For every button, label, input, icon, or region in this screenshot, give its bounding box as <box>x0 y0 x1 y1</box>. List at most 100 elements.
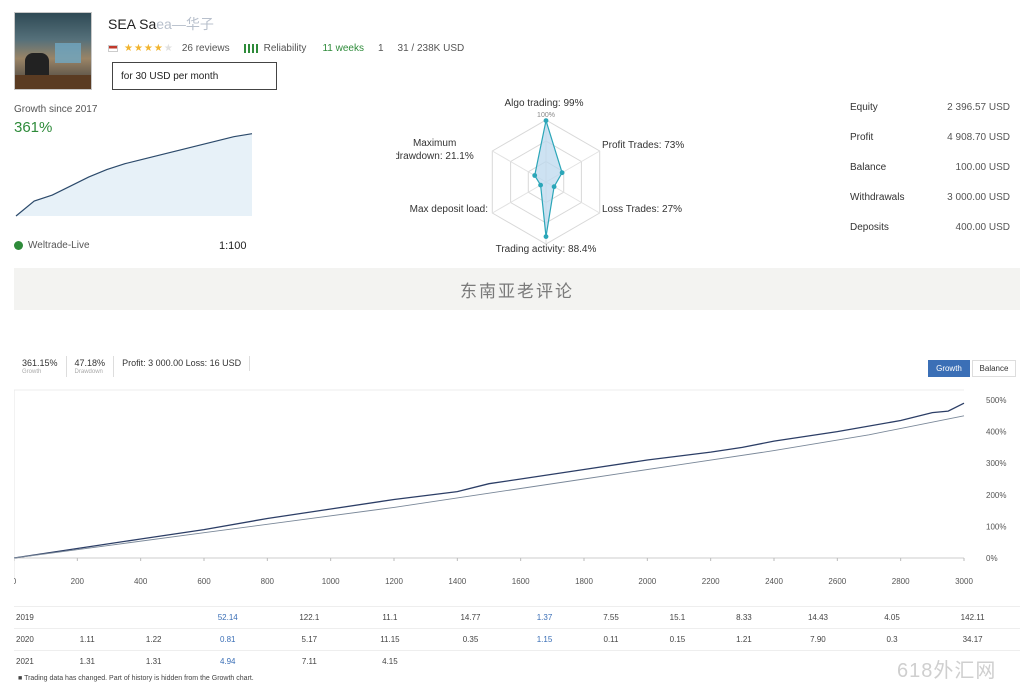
radar-label-drawdown-line1: Maximum <box>413 138 456 149</box>
subscribe-label: for 30 USD per month <box>121 70 219 82</box>
y-tick-label: 100% <box>986 522 1006 531</box>
country-flag-icon <box>108 44 118 52</box>
radar-point-max_deposit <box>538 182 543 188</box>
month-cell <box>710 650 778 673</box>
signal-title-text: SEA Sa <box>108 16 157 32</box>
radar-chart: Algo trading: 99% 100% Profit Trades: 73… <box>396 98 684 255</box>
month-cell: 4.15 <box>350 650 430 673</box>
growth-tab-button[interactable]: Growth <box>928 360 970 377</box>
month-cell: 0.35 <box>429 628 512 651</box>
radar-point-drawdown <box>532 173 538 178</box>
y-tick-label: 400% <box>986 428 1006 437</box>
month-cell <box>925 650 1020 673</box>
broker-name: Weltrade-Live <box>28 240 90 251</box>
month-cell: 7.55 <box>577 606 645 629</box>
monthly-returns-table: 2019 52.14 122.1 11.1 14.77 1.37 7.55 15.1 8.33 1… <box>14 606 1020 673</box>
reliability-label: Reliability <box>263 42 307 54</box>
trades-volume: 31 / 238K USD <box>397 42 465 54</box>
x-tick-label: 1200 <box>385 577 403 586</box>
month-cell: 7.11 <box>268 650 351 673</box>
footnote-text: Trading data has changed. Part of histor… <box>24 675 254 682</box>
stat-row: Withdrawals 3 000.00 USD <box>850 192 1010 222</box>
month-cell: 15.1 <box>644 606 711 629</box>
month-cell <box>644 650 711 673</box>
chart-summary-item: 47.18% Drawdown <box>67 356 115 377</box>
table-row: 2019 52.14 122.1 11.1 14.77 1.37 7.55 15.1 8.33 1… <box>14 606 1020 629</box>
month-cell: 0.11 <box>577 628 645 651</box>
x-tick-label: 600 <box>197 577 211 586</box>
month-cell: 8.33 <box>710 606 778 629</box>
subscribe-button[interactable]: for 30 USD per month <box>112 62 277 90</box>
y-tick-label: 0% <box>986 554 998 563</box>
chart-summary-item: Profit: 3 000.00 Loss: 16 USD <box>114 356 251 371</box>
broker-info[interactable]: Weltrade-Live <box>14 240 90 251</box>
radar-label-algo: Algo trading: 99% <box>505 98 584 109</box>
month-cell: 52.14 <box>186 606 269 629</box>
avatar-screen <box>55 43 81 63</box>
radar-point-loss <box>551 184 557 190</box>
stat-value: 3 000.00 USD <box>947 192 1010 203</box>
year-cell: 2020 <box>14 628 54 651</box>
radar-spoke <box>492 181 547 214</box>
month-cell: 11.15 <box>350 628 430 651</box>
month-cell: 0.3 <box>858 628 926 651</box>
month-cell: 1.37 <box>511 606 578 629</box>
mini-growth-area <box>16 133 252 216</box>
rating-stars-icon: ★★★★★ <box>124 42 174 54</box>
radar-point-activity <box>543 234 549 240</box>
signal-avatar[interactable] <box>14 12 92 90</box>
signal-title[interactable]: SEA Saea—华子 <box>108 14 214 34</box>
radar-label-max-deposit: Max deposit load: <box>410 204 488 215</box>
avatar-desk <box>15 75 91 89</box>
radar-point-profit <box>559 170 565 176</box>
x-tick-label: 0 <box>14 577 17 586</box>
month-cell <box>577 650 645 673</box>
x-tick-label: 1600 <box>512 577 530 586</box>
radar-label-drawdown: Maximum drawdown: 21.1% <box>396 138 474 162</box>
radar-label-loss: Loss Trades: 27% <box>602 204 682 215</box>
stat-value: 2 396.57 USD <box>947 102 1010 113</box>
mini-growth-line <box>15 133 253 217</box>
series-line-1 <box>14 415 965 559</box>
month-cell: 4.94 <box>186 650 269 673</box>
radar-label-drawdown-line2: drawdown: 21.1% <box>396 151 474 162</box>
x-tick-label: 3000 <box>955 577 973 586</box>
x-tick-label: 2000 <box>638 577 656 586</box>
stats-panel: Equity 2 396.57 USD Profit 4 908.70 USD Bala… <box>850 102 1010 252</box>
y-tick-label: 200% <box>986 491 1006 500</box>
balance-tab-button[interactable]: Balance <box>972 360 1016 377</box>
stat-row: Profit 4 908.70 USD <box>850 132 1010 162</box>
table-row: 2020 1.11 1.22 0.81 5.17 11.15 0.35 1.15 0.11 0.1… <box>14 628 1020 651</box>
month-cell <box>120 606 187 629</box>
stat-label: Balance <box>850 162 887 173</box>
x-axis-ticks: 0 200 400 600 800 1000 1200 1400 1600 1800 2000 220… <box>14 558 973 586</box>
radar-label-algo-sub: 100% <box>537 112 555 119</box>
site-banner: 东南亚老评论 <box>14 268 1020 310</box>
stat-label: Withdrawals <box>850 192 905 203</box>
month-cell: 4.05 <box>858 606 926 629</box>
summary-value: Profit: 3 000.00 Loss: 16 USD <box>122 358 242 368</box>
month-cell: 7.90 <box>777 628 859 651</box>
chart-series <box>14 402 965 559</box>
radar-label-activity: Trading activity: 88.4% <box>496 244 597 255</box>
x-tick-label: 1000 <box>322 577 340 586</box>
table-row: 2021 1.31 1.31 4.94 7.11 4.15 <box>14 650 1020 673</box>
radar-point-algo <box>543 118 549 123</box>
stat-row: Balance 100.00 USD <box>850 162 1010 192</box>
summary-value: 47.18% <box>74 358 106 368</box>
x-tick-label: 200 <box>71 577 85 586</box>
month-cell: 1.11 <box>54 628 121 651</box>
radar-points <box>532 118 565 240</box>
info-icon: ■ <box>18 675 23 682</box>
growth-chart[interactable]: 0 200 400 600 800 1000 1200 1400 1600 1800 2000 220… <box>14 380 1020 596</box>
x-tick-label: 2600 <box>828 577 846 586</box>
mini-growth-chart[interactable] <box>14 120 254 220</box>
month-cell: 1.15 <box>511 628 578 651</box>
growth-since-label: Growth since 2017 <box>14 104 98 115</box>
summary-caption: Drawdown <box>74 369 103 375</box>
reviews-link[interactable]: 26 reviews <box>181 42 230 54</box>
x-tick-label: 2200 <box>702 577 720 586</box>
watermark-logo: 618外汇网 <box>897 660 997 682</box>
signal-meta-row: ★★★★★ 26 reviews Reliability 11 weeks 1 … <box>108 40 464 56</box>
chart-grid <box>14 389 964 580</box>
